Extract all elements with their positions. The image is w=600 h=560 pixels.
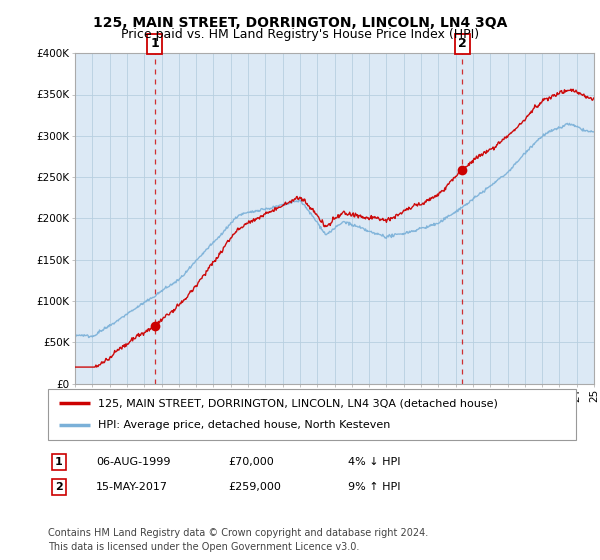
Text: 125, MAIN STREET, DORRINGTON, LINCOLN, LN4 3QA: 125, MAIN STREET, DORRINGTON, LINCOLN, L… (93, 16, 507, 30)
Text: 2: 2 (458, 38, 466, 50)
Text: £259,000: £259,000 (228, 482, 281, 492)
Text: 1: 1 (55, 457, 62, 467)
Text: £70,000: £70,000 (228, 457, 274, 467)
Text: 15-MAY-2017: 15-MAY-2017 (96, 482, 168, 492)
Text: 06-AUG-1999: 06-AUG-1999 (96, 457, 170, 467)
Text: 2: 2 (55, 482, 62, 492)
Text: HPI: Average price, detached house, North Kesteven: HPI: Average price, detached house, Nort… (98, 421, 391, 431)
Text: 1: 1 (150, 38, 159, 50)
Text: 4% ↓ HPI: 4% ↓ HPI (348, 457, 401, 467)
FancyBboxPatch shape (48, 389, 576, 440)
Text: 9% ↑ HPI: 9% ↑ HPI (348, 482, 401, 492)
Text: Contains HM Land Registry data © Crown copyright and database right 2024.
This d: Contains HM Land Registry data © Crown c… (48, 529, 428, 552)
Text: Price paid vs. HM Land Registry's House Price Index (HPI): Price paid vs. HM Land Registry's House … (121, 28, 479, 41)
Text: 125, MAIN STREET, DORRINGTON, LINCOLN, LN4 3QA (detached house): 125, MAIN STREET, DORRINGTON, LINCOLN, L… (98, 398, 498, 408)
